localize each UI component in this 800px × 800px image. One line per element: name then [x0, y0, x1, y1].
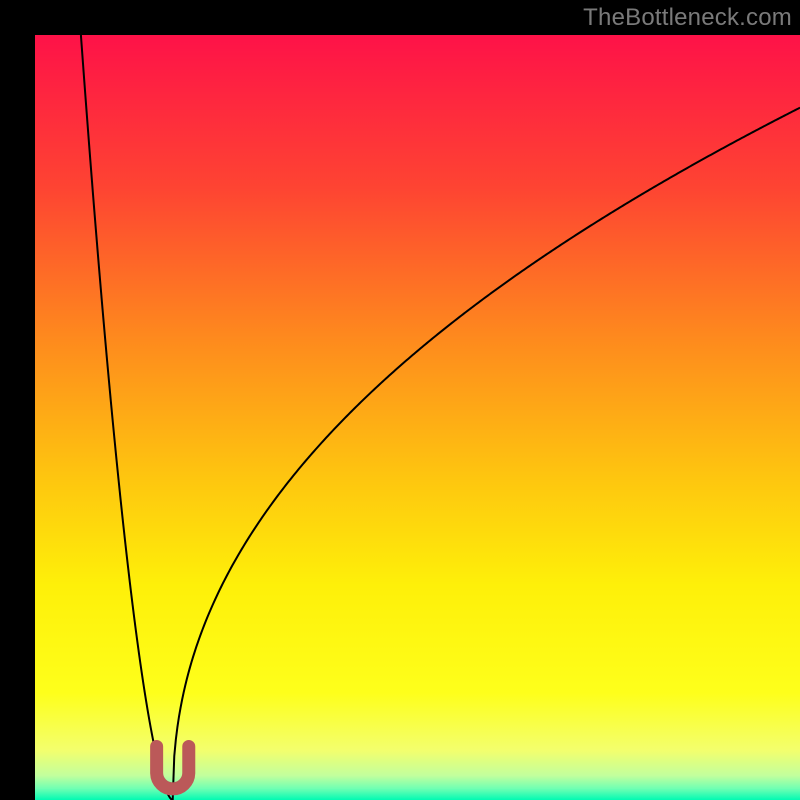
gradient-background: [35, 35, 800, 800]
plot-area: [35, 35, 800, 800]
stage: TheBottleneck.com: [0, 0, 800, 800]
chart-svg: [35, 35, 800, 800]
watermark-text: TheBottleneck.com: [583, 4, 792, 32]
